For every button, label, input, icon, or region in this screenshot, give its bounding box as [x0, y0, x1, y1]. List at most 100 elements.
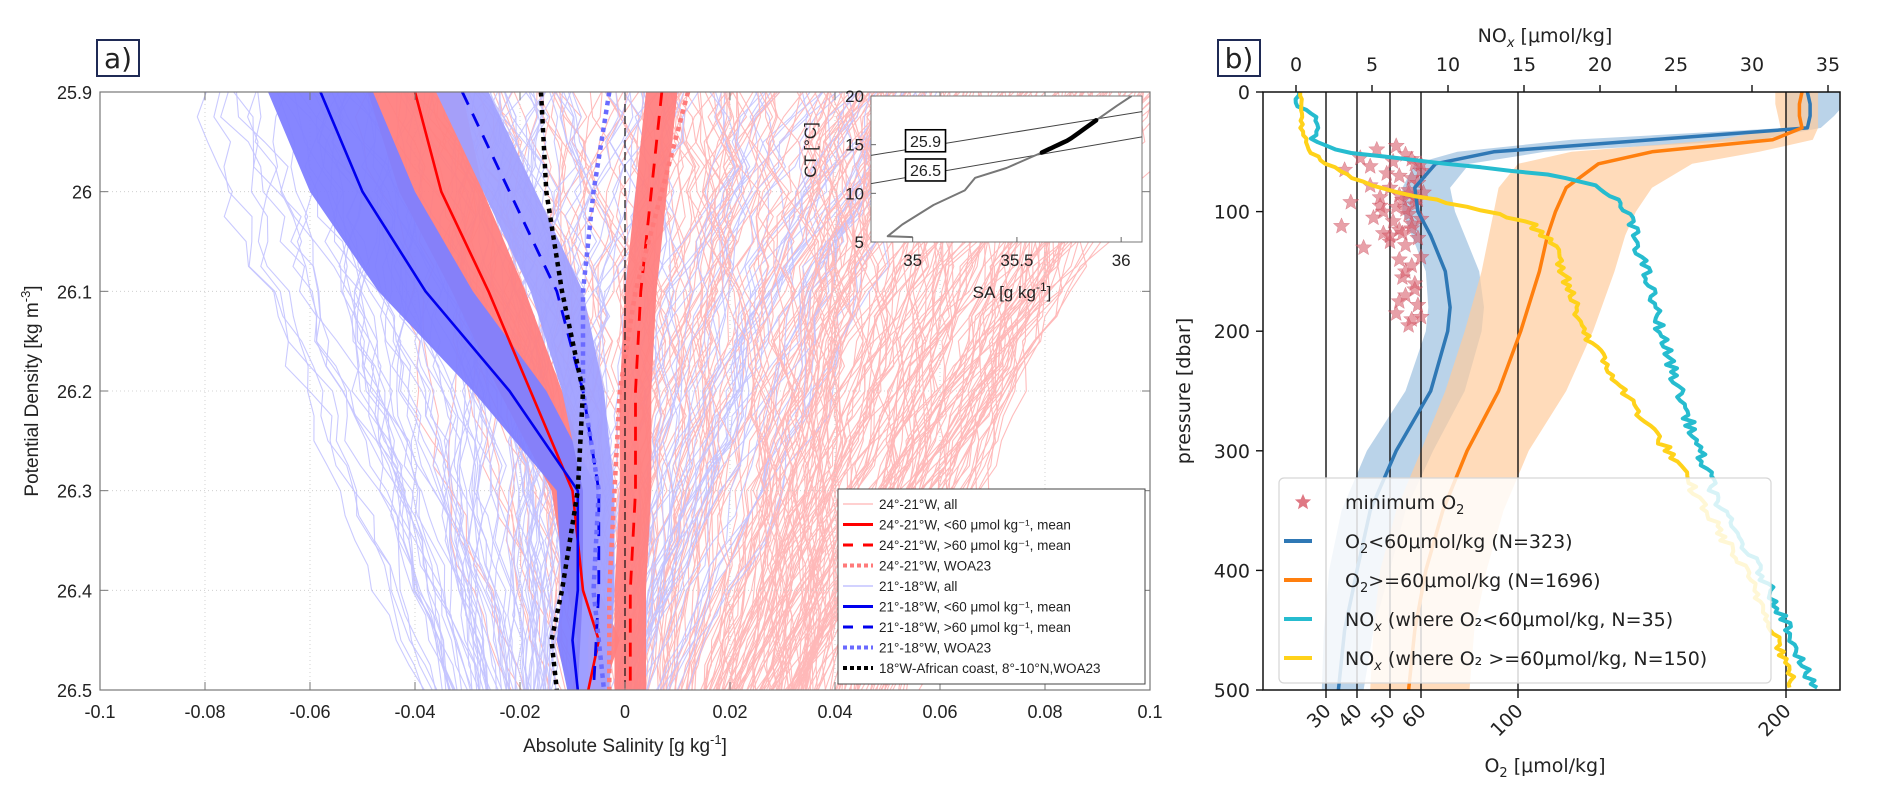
panel-a: a) -0.1 -0.08 -0.06 -0.04 -0.02 0 0.02 0.04 0.06…	[18, 39, 1163, 757]
profile-line	[257, 92, 425, 690]
legend-a: 24°-21°W, all 24°-21°W, <60 μmol kg⁻¹, me…	[837, 488, 1146, 685]
inset-y-tick-label: 10	[845, 184, 864, 203]
profile-line	[697, 92, 781, 690]
x-tick-label: 0.1	[1137, 702, 1162, 722]
y-tick-label: 26.3	[57, 482, 92, 502]
ts-curve	[886, 96, 1133, 239]
legend-a-label: 24°-21°W, <60 μmol kg⁻¹, mean	[879, 518, 1071, 533]
isopycnal-label-box	[904, 128, 947, 153]
minimum-o2-star	[1361, 157, 1379, 174]
legend-a-label: 21°-18°W, WOA23	[879, 641, 991, 656]
profile-line	[709, 92, 782, 690]
x-tick-label: -0.08	[184, 702, 225, 722]
bottom-x-tick-label: 50	[1367, 700, 1400, 733]
legend-b-label-main: NO	[1345, 609, 1374, 631]
legend-b-label-sub: x	[1373, 620, 1382, 635]
std-band-1	[614, 92, 678, 690]
y-tick-label: 26.2	[57, 382, 92, 402]
x-tick-label: -0.06	[289, 702, 330, 722]
inset-x-tick-label: 36	[1112, 251, 1131, 270]
profile-line	[637, 92, 769, 690]
bottom-x-tick-label: 60	[1398, 700, 1431, 733]
x-tick-label: -0.04	[394, 702, 435, 722]
legend-b-label-sub: x	[1373, 659, 1382, 674]
legend-a-label: 21°-18°W, <60 μmol kg⁻¹, mean	[879, 600, 1071, 615]
inset-y-tick-label: 5	[855, 233, 864, 252]
legend-b-label: O2>=60μmol/kg (N=1696)	[1345, 570, 1601, 596]
series-line-3	[319, 92, 580, 690]
legend-a-label: 24°-21°W, WOA23	[879, 559, 991, 574]
y-tick-label-b: 100	[1214, 202, 1250, 224]
profile-line	[771, 92, 821, 690]
std-band-3	[268, 92, 599, 690]
bottom-x-tick-label: 100	[1486, 700, 1527, 741]
legend-b-label: minimum O2	[1345, 492, 1464, 518]
isopycnal-label-box	[904, 158, 947, 182]
x-tick-label: 0.02	[712, 702, 747, 722]
y-tick-label-b: 300	[1214, 441, 1250, 463]
top-x-tick-label: 30	[1740, 54, 1764, 76]
legend-a-label: 21°-18°W, >60 μmol kg⁻¹, mean	[879, 620, 1071, 635]
legend-b-label: NOx (where O₂<60μmol/kg, N=35)	[1345, 609, 1673, 635]
ts-highlight-segment	[1039, 118, 1099, 155]
top-x-tick-label: 25	[1664, 54, 1688, 76]
minimum-o2-star	[1355, 238, 1373, 256]
inset-y-label: CT [°C]	[801, 122, 820, 178]
legend-b-label-main: NO	[1345, 648, 1374, 670]
minimum-o2-star	[1332, 217, 1351, 234]
y-tick-label-b: 0	[1238, 82, 1250, 104]
x-tick-label: 0.04	[817, 702, 852, 722]
legend-b-label-main: minimum O	[1345, 492, 1456, 514]
top-x-tick-label: 35	[1816, 54, 1840, 76]
panel-b-label-box	[1217, 39, 1261, 77]
bottom-x-tick-label: 40	[1334, 700, 1367, 733]
y-tick-label: 25.9	[57, 83, 92, 103]
y-tick-label: 26.5	[57, 681, 92, 701]
panel-a-label: a)	[104, 42, 132, 75]
y-tick-label-b: 200	[1214, 321, 1250, 343]
series-line-6	[538, 92, 586, 690]
legend-a-label: 18°W-African coast, 8°-10°N,WOA23	[879, 661, 1101, 676]
profile-line	[775, 92, 889, 690]
top-x-tick-label: 5	[1366, 54, 1378, 76]
legend-a-label: 24°-21°W, all	[879, 497, 957, 512]
bottom-x-axis-label: O2 [μmol/kg]	[1484, 755, 1605, 781]
bottom-x-tick-label: 30	[1303, 700, 1336, 733]
legend-a-label: 24°-21°W, >60 μmol kg⁻¹, mean	[879, 538, 1071, 553]
minimum-o2-star	[1390, 167, 1408, 184]
legend-b-label-rest: >=60μmol/kg (N=1696)	[1368, 570, 1600, 592]
x-tick-label: 0.08	[1027, 702, 1062, 722]
inset-content: 25.9 26.5	[871, 96, 1142, 239]
profile-line	[615, 92, 843, 690]
legend-b-label-rest: (where O₂ >=60μmol/kg, N=150)	[1382, 648, 1707, 670]
profile-line	[620, 92, 858, 690]
bottom-x-tick-label: 200	[1754, 700, 1795, 741]
profile-line	[621, 92, 861, 690]
mean-lines-a	[319, 92, 691, 690]
legend-b-label-sub: 2	[1360, 542, 1368, 557]
inset-y-tick-label: 15	[845, 136, 864, 155]
x-tick-label: -0.1	[84, 702, 115, 722]
profile-line	[765, 92, 804, 690]
legend-b-label-sub: 2	[1456, 503, 1464, 518]
y-axis-label-a: Potential Density [kg m-3]	[18, 285, 43, 496]
profile-line	[769, 92, 830, 690]
legend-b-box	[1278, 477, 1772, 684]
y-axis-label-b: pressure [dbar]	[1173, 318, 1195, 465]
minimum-o2-stars	[1332, 137, 1432, 333]
inset-y-tick-label: 20	[845, 87, 864, 106]
y-tick-label: 26	[72, 183, 92, 203]
x-tick-label: 0.06	[922, 702, 957, 722]
y-tick-label-b: 400	[1214, 560, 1250, 582]
profile-line	[807, 92, 870, 690]
x-axis-label-a: Absolute Salinity [g kg-1]	[523, 732, 727, 757]
top-x-tick-label: 0	[1290, 54, 1302, 76]
band-0	[1321, 92, 1840, 690]
minimum-o2-star	[1378, 164, 1396, 181]
y-tick-label: 26.4	[57, 581, 92, 601]
profile-line	[722, 92, 774, 690]
axes-frame-b	[1262, 91, 1841, 691]
